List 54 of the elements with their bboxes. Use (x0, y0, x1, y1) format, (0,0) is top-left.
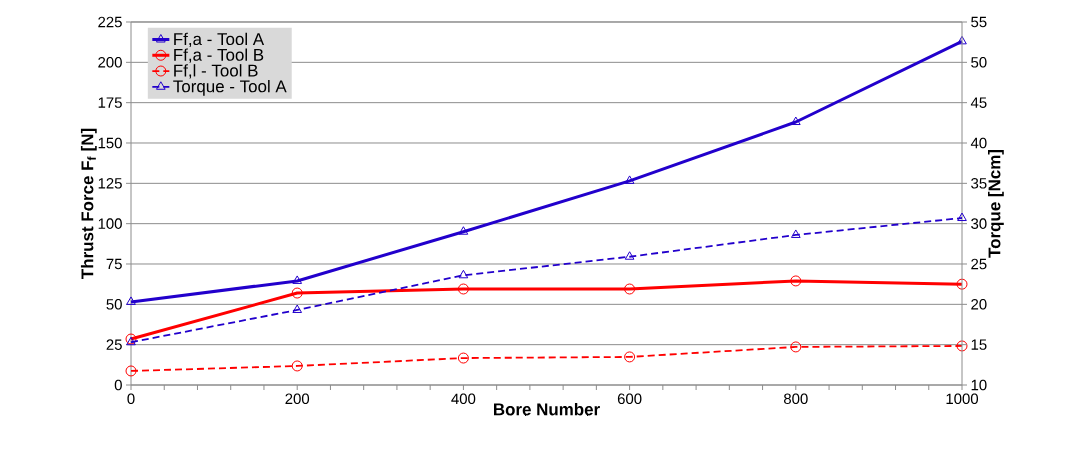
x-tick-label: 0 (127, 393, 135, 405)
y-tick-label: 125 (98, 178, 122, 189)
y-tick-label: 225 (98, 16, 122, 28)
point (458, 226, 469, 235)
point (790, 275, 802, 287)
point (956, 340, 968, 352)
point (457, 352, 469, 364)
legend-label: Ff,l - Tool B (174, 64, 258, 79)
point (790, 341, 802, 353)
x-axis-title: Bore Number (494, 402, 600, 416)
y-tick-label: 75 (106, 258, 122, 270)
x-tick-label: 200 (285, 393, 310, 405)
point (292, 275, 303, 284)
x-tick-label: 1000 (946, 393, 979, 405)
point (458, 269, 469, 279)
y-tick-label: 100 (98, 218, 122, 229)
y2-tick-label: 30 (971, 218, 987, 229)
point (292, 304, 303, 313)
point (957, 212, 967, 222)
point (624, 175, 635, 184)
y-axis-title: Thrust Force F$_{f}$ [N] (80, 128, 97, 279)
point (457, 283, 469, 295)
point (790, 229, 801, 238)
y-tick-label: 200 (98, 57, 122, 68)
y2-tick-label: 15 (971, 339, 987, 350)
y2-tick-label: 55 (971, 16, 987, 28)
y2-axis-title: Torque [Ncm] (988, 150, 1004, 258)
point (125, 365, 137, 377)
point (957, 35, 967, 45)
point (126, 296, 136, 305)
y-tick-label: 0 (114, 379, 122, 391)
y2-tick-label: 10 (971, 379, 987, 391)
y2-tick-label: 45 (970, 97, 987, 108)
y2-tick-label: 50 (971, 57, 987, 68)
point (624, 283, 636, 295)
y2-tick-label: 20 (971, 299, 987, 310)
x-tick-label: 400 (451, 393, 476, 405)
x-tick-label: 800 (784, 393, 808, 405)
point (291, 360, 303, 372)
y2-tick-label: 40 (970, 137, 987, 149)
legend-label: Torque - Tool A (173, 79, 287, 96)
x-tick-label: 600 (617, 393, 642, 405)
legend-label: Ff,a - Tool B (174, 48, 264, 63)
y-tick-label: 175 (98, 97, 122, 108)
y-tick-label: 25 (106, 339, 122, 350)
legend-label: Ff,a - Tool A (174, 32, 265, 48)
y2-tick-label: 35 (971, 178, 987, 189)
point (291, 287, 303, 299)
y-tick-label: 150 (98, 137, 122, 149)
y-tick-label: 50 (106, 299, 122, 310)
point (624, 251, 635, 260)
y2-tick-label: 25 (971, 258, 987, 270)
point (624, 351, 636, 363)
point (956, 278, 968, 290)
